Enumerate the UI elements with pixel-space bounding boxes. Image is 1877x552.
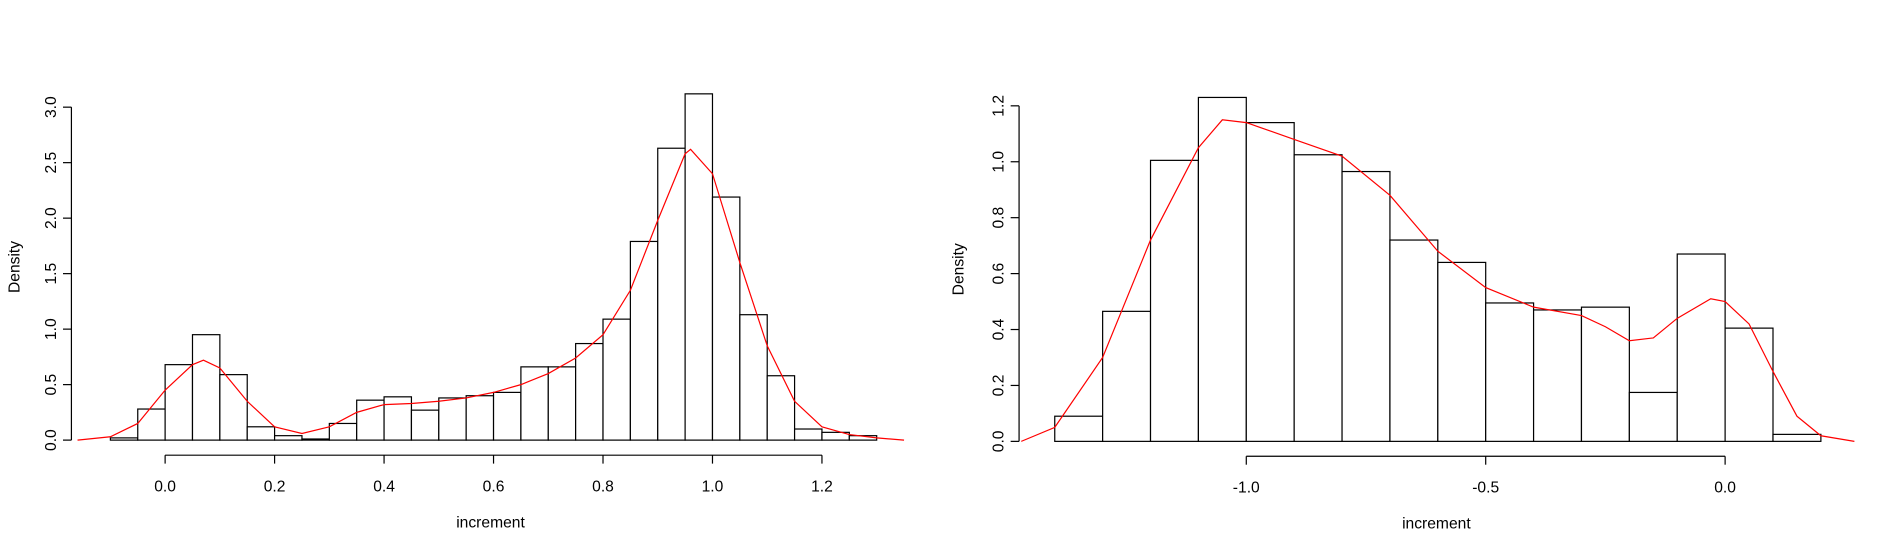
x-tick-label: 1.0 <box>702 478 724 495</box>
bar <box>465 395 495 441</box>
x-axis-label: increment <box>1402 515 1471 532</box>
y-tick-label: 0.4 <box>990 318 1007 340</box>
bar <box>684 93 714 441</box>
bar <box>1724 327 1774 442</box>
y-tick-label: 1.5 <box>43 262 60 284</box>
y-tick-label: 1.0 <box>990 151 1007 173</box>
x-tick-label: 1.2 <box>811 478 833 495</box>
bar <box>1102 310 1152 442</box>
bar <box>328 422 358 441</box>
y-tick-label: 0.0 <box>43 429 60 451</box>
density-curve <box>77 148 905 441</box>
bar <box>793 428 823 441</box>
x-tick-label: 0.8 <box>592 478 614 495</box>
bar <box>1772 433 1822 442</box>
y-tick-label: 0.2 <box>990 375 1007 397</box>
bar <box>1437 261 1487 442</box>
x-axis-label: increment <box>456 514 525 531</box>
bar <box>1676 253 1726 442</box>
bar <box>1532 309 1583 442</box>
bar <box>109 437 139 441</box>
bar <box>1245 122 1295 442</box>
y-tick-label: 1.2 <box>990 95 1007 117</box>
bar <box>657 147 686 441</box>
bar <box>492 391 522 441</box>
bar <box>575 342 604 441</box>
bar <box>356 399 385 441</box>
bar <box>602 318 631 441</box>
bar <box>1293 154 1343 442</box>
y-tick-label: 2.0 <box>43 207 60 229</box>
bar <box>1054 415 1104 442</box>
bar <box>273 435 303 441</box>
bar <box>1197 96 1247 442</box>
x-tick-label: -0.5 <box>1472 479 1499 496</box>
x-tick-label: -1.0 <box>1233 479 1260 496</box>
bar <box>438 397 467 441</box>
bar <box>246 426 276 441</box>
bar <box>547 366 577 441</box>
bar <box>520 366 549 441</box>
bar <box>137 408 166 441</box>
y-axis-label: Density <box>951 243 968 295</box>
bar <box>1149 159 1200 442</box>
bar <box>766 375 796 441</box>
bar <box>629 240 659 441</box>
y-tick-label: 1.0 <box>43 318 60 340</box>
x-tick-label: 0.0 <box>1714 479 1736 496</box>
y-tick-label: 3.0 <box>43 96 60 118</box>
x-tick-label: 0.0 <box>154 478 176 495</box>
density-curve <box>1021 119 1855 442</box>
x-tick-label: 0.6 <box>483 478 505 495</box>
bar <box>1580 306 1630 442</box>
bar <box>1628 391 1678 442</box>
bar <box>1341 170 1391 442</box>
bar <box>301 438 330 441</box>
x-tick-label: 0.2 <box>264 478 286 495</box>
y-tick-label: 0.0 <box>990 430 1007 452</box>
x-tick-label: 0.4 <box>373 478 395 495</box>
bar <box>410 409 440 441</box>
y-tick-label: 2.5 <box>43 151 60 173</box>
bar <box>191 334 221 441</box>
bar <box>164 364 194 441</box>
bar <box>711 196 741 441</box>
y-tick-label: 0.6 <box>990 263 1007 285</box>
y-tick-label: 0.8 <box>990 207 1007 229</box>
y-axis-label: Density <box>7 241 24 293</box>
y-tick-label: 0.5 <box>43 373 60 395</box>
bar <box>1389 239 1439 442</box>
bar <box>1485 302 1535 442</box>
